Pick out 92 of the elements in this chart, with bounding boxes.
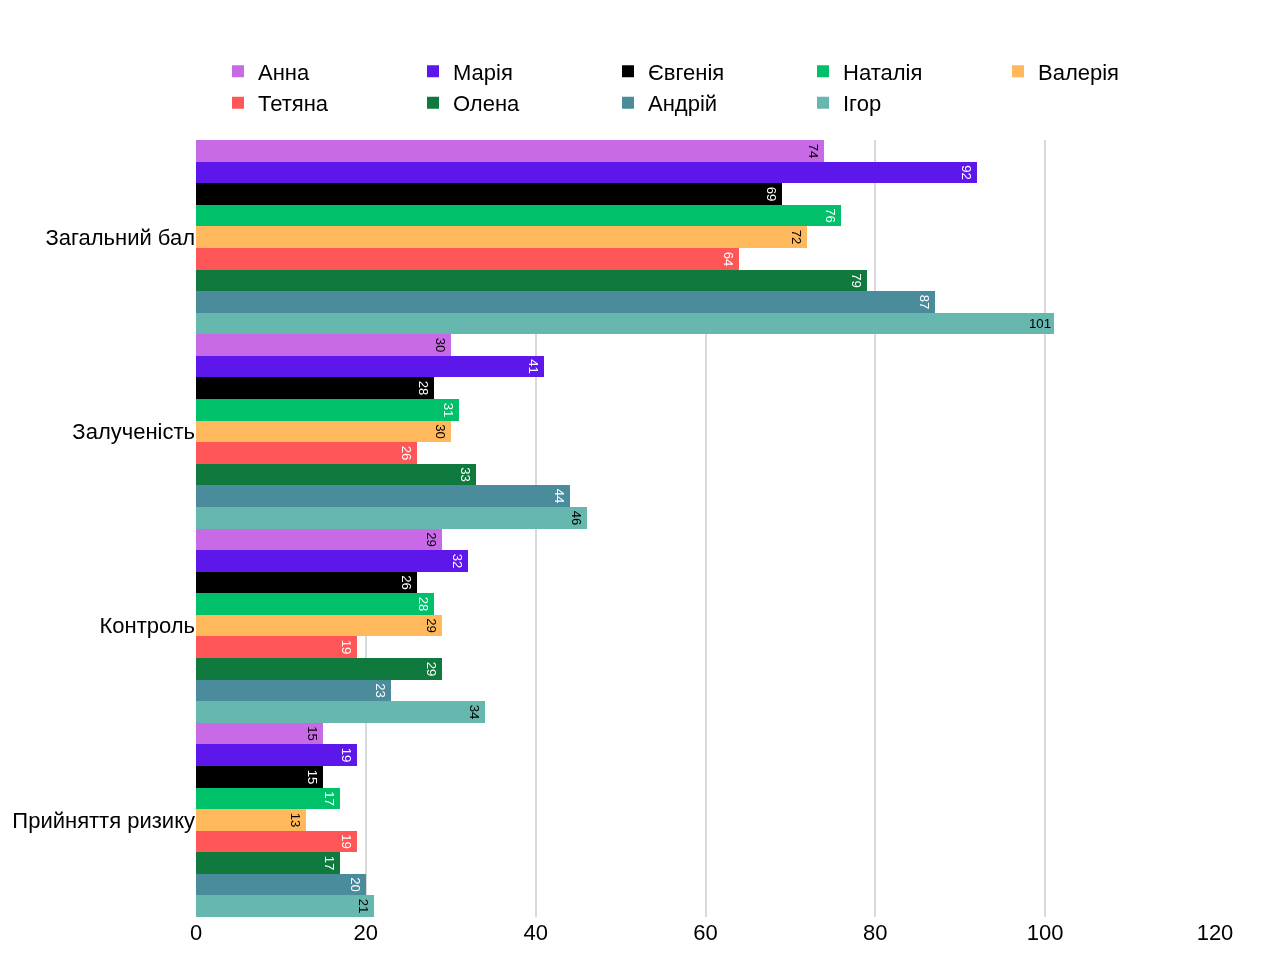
data-label: 19 bbox=[338, 747, 354, 763]
legend-label: Ігор bbox=[843, 91, 882, 117]
legend-label: Валерія bbox=[1038, 59, 1120, 85]
y-tick-label: Залученість bbox=[72, 419, 195, 445]
data-label: 101 bbox=[1028, 316, 1051, 332]
bar bbox=[196, 831, 357, 852]
data-label: 15 bbox=[304, 726, 320, 741]
bar bbox=[196, 723, 323, 744]
legend-label: Наталія bbox=[843, 59, 923, 85]
bar bbox=[196, 162, 977, 183]
data-label: 31 bbox=[440, 402, 456, 418]
data-label: 92 bbox=[958, 165, 974, 180]
bar bbox=[196, 895, 374, 917]
bar bbox=[196, 572, 417, 593]
legend-label: Марія bbox=[453, 59, 513, 85]
legend-label: Андрій bbox=[648, 91, 718, 117]
data-label: 34 bbox=[466, 704, 482, 720]
bar bbox=[196, 852, 340, 874]
data-label: 29 bbox=[423, 661, 439, 677]
bar bbox=[196, 377, 434, 399]
data-label: 44 bbox=[551, 488, 567, 504]
legend-label: Тетяна bbox=[258, 91, 329, 117]
data-label: 87 bbox=[916, 294, 932, 310]
x-tick-label: 20 bbox=[353, 920, 379, 945]
data-label: 76 bbox=[822, 208, 838, 223]
data-label: 13 bbox=[287, 812, 303, 828]
bar bbox=[196, 658, 442, 680]
bar bbox=[196, 615, 442, 636]
bar bbox=[196, 701, 485, 723]
data-label: 74 bbox=[805, 143, 821, 159]
bar bbox=[196, 550, 468, 572]
bar bbox=[196, 464, 476, 485]
legend-label: Євгенія bbox=[648, 59, 725, 85]
data-label: 41 bbox=[525, 359, 541, 374]
bar bbox=[196, 313, 1054, 334]
x-tick-label: 80 bbox=[863, 920, 888, 945]
x-tick-label: 60 bbox=[693, 920, 718, 945]
bar bbox=[196, 442, 417, 464]
bar bbox=[196, 270, 867, 291]
data-label: 19 bbox=[338, 639, 354, 655]
bar bbox=[196, 205, 841, 226]
x-tick-label: 40 bbox=[523, 920, 548, 945]
y-tick-label: Контроль bbox=[99, 613, 195, 639]
x-tick-label: 120 bbox=[1196, 920, 1234, 945]
data-label: 79 bbox=[848, 273, 864, 288]
data-label: 26 bbox=[398, 445, 414, 461]
x-tick-label: 100 bbox=[1026, 920, 1064, 945]
bar bbox=[196, 593, 434, 615]
bar bbox=[196, 399, 459, 421]
data-label: 20 bbox=[347, 877, 363, 892]
bar bbox=[196, 529, 442, 550]
data-label: 64 bbox=[720, 251, 736, 267]
bar bbox=[196, 636, 357, 658]
data-label: 28 bbox=[415, 380, 431, 396]
data-label: 30 bbox=[432, 337, 448, 353]
bar bbox=[196, 874, 366, 895]
data-label: 26 bbox=[398, 575, 414, 590]
data-label: 46 bbox=[568, 510, 584, 526]
bar bbox=[196, 680, 391, 701]
data-label: 33 bbox=[457, 467, 473, 482]
data-label: 21 bbox=[355, 898, 371, 914]
bar bbox=[196, 291, 935, 313]
data-label: 17 bbox=[321, 855, 337, 871]
data-label: 15 bbox=[304, 769, 320, 785]
bar bbox=[196, 788, 340, 809]
data-label: 32 bbox=[449, 553, 465, 569]
bar bbox=[196, 507, 587, 529]
bar bbox=[196, 356, 544, 377]
data-label: 23 bbox=[372, 683, 388, 698]
data-label: 29 bbox=[423, 532, 439, 547]
bar bbox=[196, 226, 807, 248]
bar bbox=[196, 183, 782, 205]
data-label: 29 bbox=[423, 618, 439, 633]
bar bbox=[196, 334, 451, 356]
legend-label: Анна bbox=[258, 59, 310, 85]
x-tick-label: 0 bbox=[189, 920, 203, 945]
data-label: 17 bbox=[321, 791, 337, 806]
bar bbox=[196, 140, 824, 162]
bar bbox=[196, 766, 323, 788]
bar bbox=[196, 248, 739, 270]
data-label: 19 bbox=[338, 834, 354, 849]
legend-label: Олена bbox=[453, 91, 521, 117]
y-tick-label: Загальний бал bbox=[45, 224, 195, 250]
bar bbox=[196, 744, 357, 766]
bar bbox=[196, 421, 451, 442]
y-tick-label: Прийняття ризику bbox=[12, 807, 195, 833]
bar bbox=[196, 485, 570, 507]
data-label: 30 bbox=[432, 424, 448, 439]
data-label: 72 bbox=[788, 229, 804, 245]
data-label: 28 bbox=[415, 596, 431, 612]
data-label: 69 bbox=[763, 186, 779, 202]
bar bbox=[196, 809, 306, 831]
